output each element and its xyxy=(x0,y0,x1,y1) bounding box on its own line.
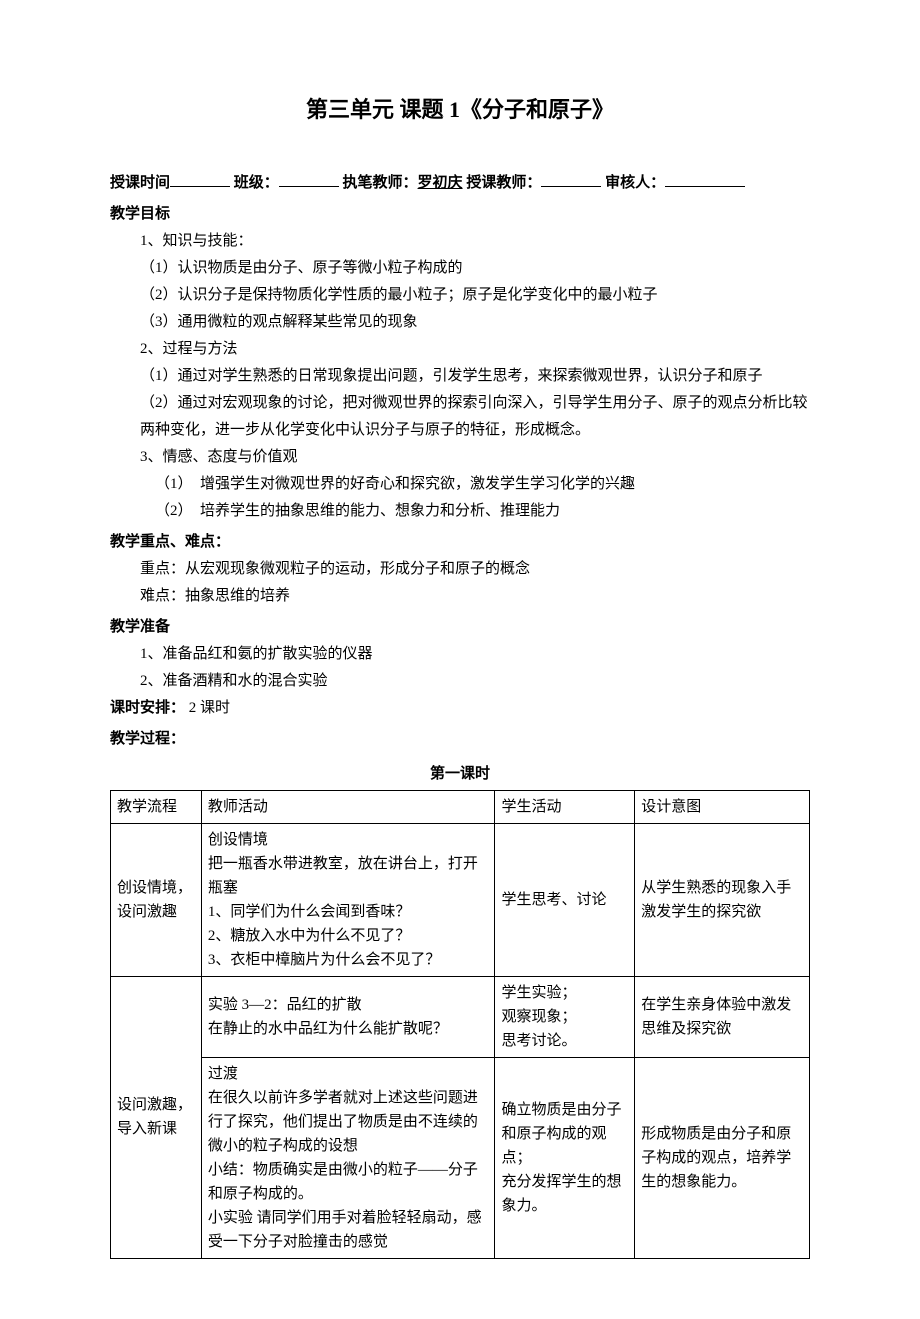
sched-val: 2 课时 xyxy=(189,700,230,716)
lesson-table: 教学流程 教师活动 学生活动 设计意图 创设情境，设问激趣 创设情境把一瓶香水带… xyxy=(110,790,810,1259)
section-prep-head: 教学准备 xyxy=(110,614,810,641)
blank-class xyxy=(279,172,339,187)
th-student: 学生活动 xyxy=(495,790,635,823)
cell-r1c3: 学生思考、讨论 xyxy=(495,823,635,976)
label-class: 班级： xyxy=(234,175,279,191)
cell-r2c3a: 学生实验；观察现象；思考讨论。 xyxy=(495,976,635,1057)
th-intent: 设计意图 xyxy=(635,790,810,823)
label-time: 授课时间 xyxy=(110,175,170,191)
prep-a: 1、准备品红和氨的扩散实验的仪器 xyxy=(110,641,810,668)
blank-time xyxy=(170,172,230,187)
goal-k2: 2、过程与方法 xyxy=(110,336,810,363)
goal-k1: 1、知识与技能： xyxy=(110,228,810,255)
th-teacher: 教师活动 xyxy=(201,790,495,823)
meta-line: 授课时间 班级： 执笔教师：罗初庆 授课教师： 审核人： xyxy=(110,170,810,197)
lesson-subtitle: 第一课时 xyxy=(110,761,810,788)
goal-k1a: （1）认识物质是由分子、原子等微小粒子构成的 xyxy=(110,255,810,282)
cell-r2c2b: 过渡在很久以前许多学者就对上述这些问题进行了探究，他们提出了物质是由不连续的微小… xyxy=(201,1057,495,1258)
section-focus-head: 教学重点、难点： xyxy=(110,529,810,556)
cell-r1c2: 创设情境把一瓶香水带进教室，放在讲台上，打开瓶塞1、同学们为什么会闻到香味？2、… xyxy=(201,823,495,976)
goal-k1c: （3）通用微粒的观点解释某些常见的现象 xyxy=(110,309,810,336)
section-process-head: 教学过程： xyxy=(110,726,810,753)
prep-b: 2、准备酒精和水的混合实验 xyxy=(110,668,810,695)
focus-a: 重点：从宏观现象微观粒子的运动，形成分子和原子的概念 xyxy=(110,556,810,583)
goal-k3: 3、情感、态度与价值观 xyxy=(110,444,810,471)
page-title: 第三单元 课题 1《分子和原子》 xyxy=(110,90,810,130)
section-schedule: 课时安排： 2 课时 xyxy=(110,695,810,722)
section-goals-head: 教学目标 xyxy=(110,201,810,228)
cell-r2c3b: 确立物质是由分子和原子构成的观点；充分发挥学生的想象力。 xyxy=(495,1057,635,1258)
label-author: 执笔教师： xyxy=(343,175,418,191)
goal-k2a: （1）通过对学生熟悉的日常现象提出问题，引发学生思考，来探索微观世界，认识分子和… xyxy=(110,363,810,390)
sched-head: 课时安排： xyxy=(110,700,185,716)
goal-k1b: （2）认识分子是保持物质化学性质的最小粒子；原子是化学变化中的最小粒子 xyxy=(110,282,810,309)
table-row: 设问激趣，导入新课 实验 3—2：品红的扩散在静止的水中品红为什么能扩散呢？ 学… xyxy=(111,976,810,1057)
blank-reviewer xyxy=(665,172,745,187)
table-row: 创设情境，设问激趣 创设情境把一瓶香水带进教室，放在讲台上，打开瓶塞1、同学们为… xyxy=(111,823,810,976)
cell-r2c1: 设问激趣，导入新课 xyxy=(111,976,202,1258)
cell-r2c4a: 在学生亲身体验中激发思维及探究欲 xyxy=(635,976,810,1057)
table-row: 过渡在很久以前许多学者就对上述这些问题进行了探究，他们提出了物质是由不连续的微小… xyxy=(111,1057,810,1258)
th-flow: 教学流程 xyxy=(111,790,202,823)
focus-b: 难点：抽象思维的培养 xyxy=(110,583,810,610)
value-author: 罗初庆 xyxy=(418,175,463,191)
goal-k3b: （2） 培养学生的抽象思维的能力、想象力和分析、推理能力 xyxy=(110,498,810,525)
blank-teacher xyxy=(541,172,601,187)
cell-r1c4: 从学生熟悉的现象入手激发学生的探究欲 xyxy=(635,823,810,976)
cell-r2c2a: 实验 3—2：品红的扩散在静止的水中品红为什么能扩散呢？ xyxy=(201,976,495,1057)
label-reviewer: 审核人： xyxy=(605,175,665,191)
goal-k3a: （1） 增强学生对微观世界的好奇心和探究欲，激发学生学习化学的兴趣 xyxy=(110,471,810,498)
table-row: 教学流程 教师活动 学生活动 设计意图 xyxy=(111,790,810,823)
goal-k2b: （2）通过对宏观现象的讨论，把对微观世界的探索引向深入，引导学生用分子、原子的观… xyxy=(110,390,810,444)
label-teacher: 授课教师： xyxy=(466,175,541,191)
cell-r2c4b: 形成物质是由分子和原子构成的观点，培养学生的想象能力。 xyxy=(635,1057,810,1258)
cell-r1c1: 创设情境，设问激趣 xyxy=(111,823,202,976)
